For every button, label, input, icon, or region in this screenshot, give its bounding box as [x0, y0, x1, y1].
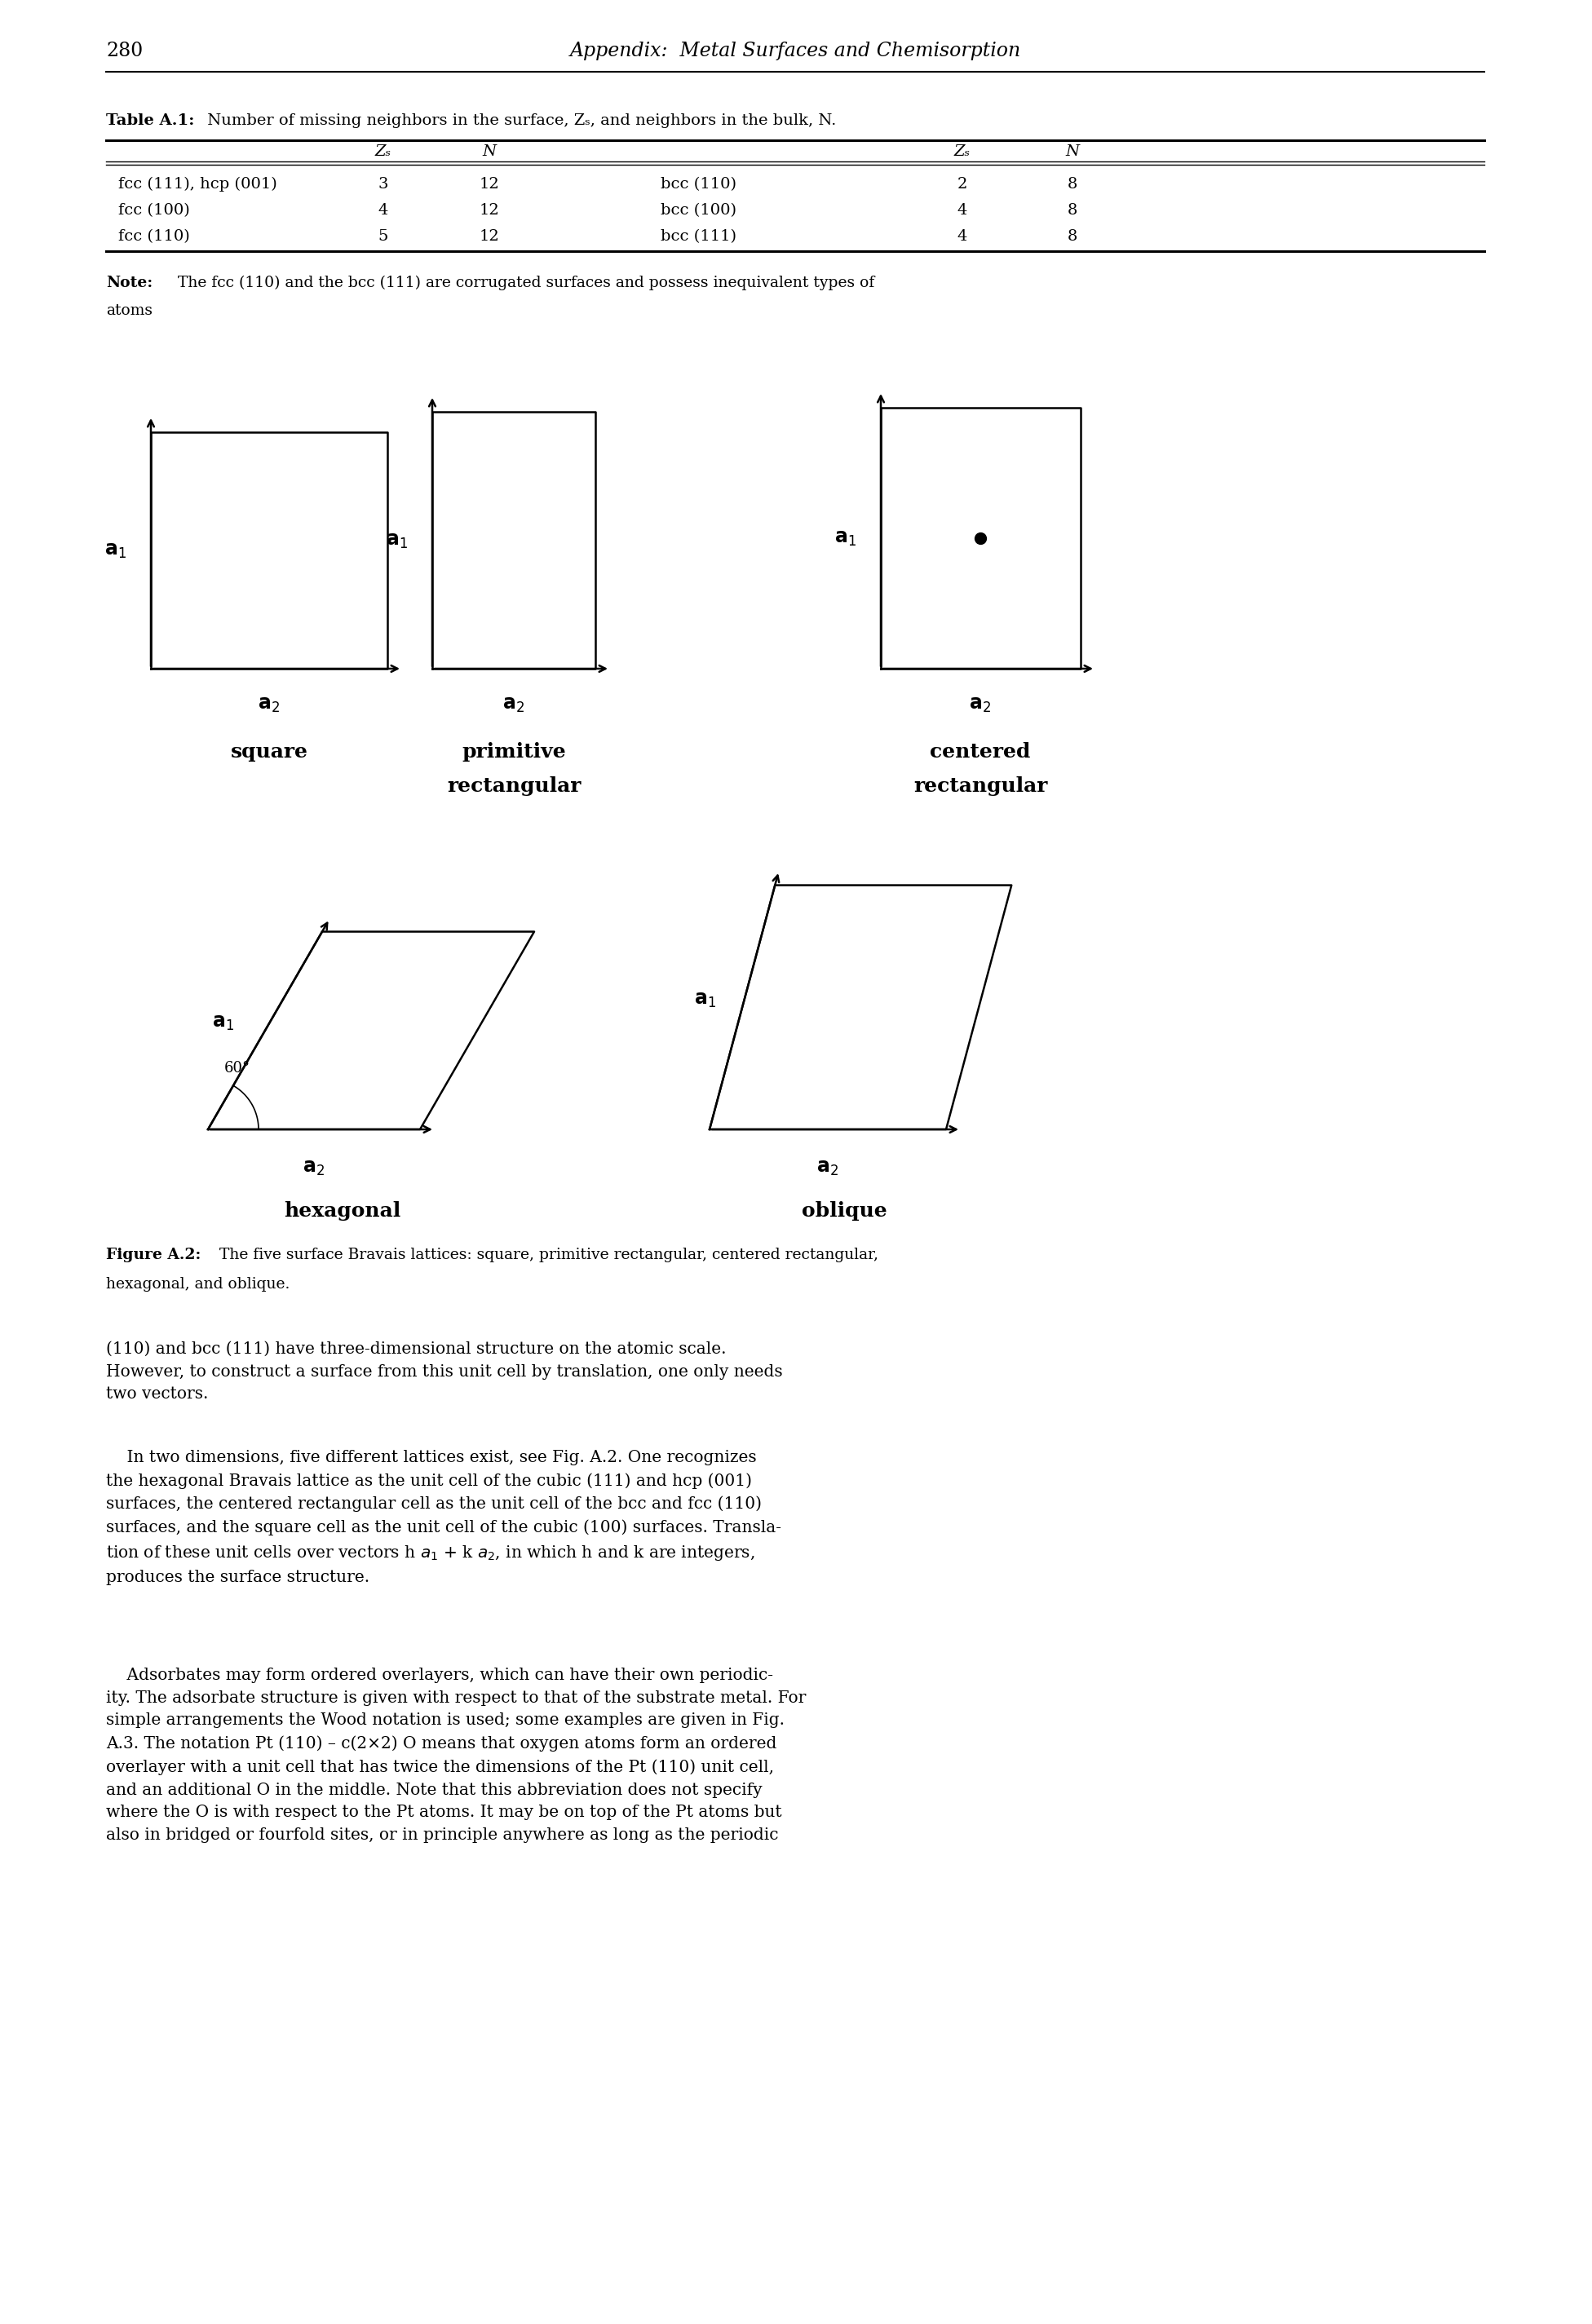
Text: 280: 280	[107, 42, 143, 60]
Text: $\mathbf{a}_2$: $\mathbf{a}_2$	[970, 695, 992, 713]
Text: $\mathbf{a}_2$: $\mathbf{a}_2$	[302, 1157, 325, 1178]
Text: Number of missing neighbors in the surface, Zₛ, and neighbors in the bulk, N.: Number of missing neighbors in the surfa…	[202, 114, 836, 128]
Text: $\mathbf{a}_1$: $\mathbf{a}_1$	[834, 528, 856, 548]
Text: primitive: primitive	[462, 741, 565, 762]
Text: $\mathbf{a}_1$: $\mathbf{a}_1$	[694, 990, 716, 1009]
Text: bcc (100): bcc (100)	[661, 202, 737, 218]
Text: bcc (111): bcc (111)	[661, 230, 737, 244]
Text: 8: 8	[1067, 230, 1078, 244]
Text: Table A.1:: Table A.1:	[107, 114, 194, 128]
Text: Appendix:  Metal Surfaces and Chemisorption: Appendix: Metal Surfaces and Chemisorpti…	[570, 42, 1020, 60]
Text: fcc (110): fcc (110)	[118, 230, 189, 244]
Text: hexagonal, and oblique.: hexagonal, and oblique.	[107, 1276, 290, 1292]
Text: $\mathbf{a}_1$: $\mathbf{a}_1$	[105, 541, 126, 560]
Text: 8: 8	[1067, 202, 1078, 218]
Text: rectangular: rectangular	[914, 776, 1048, 795]
Text: 4: 4	[957, 202, 968, 218]
Text: centered: centered	[930, 741, 1030, 762]
Text: Figure A.2:: Figure A.2:	[107, 1248, 201, 1262]
Text: square: square	[231, 741, 307, 762]
Text: $\mathbf{a}_2$: $\mathbf{a}_2$	[817, 1157, 839, 1178]
Text: 60°: 60°	[224, 1060, 250, 1076]
Text: 12: 12	[479, 230, 500, 244]
Text: bcc (110): bcc (110)	[661, 177, 737, 191]
Text: 12: 12	[479, 177, 500, 191]
Text: 4: 4	[379, 202, 388, 218]
Text: (110) and bcc (111) have three-dimensional structure on the atomic scale.
Howeve: (110) and bcc (111) have three-dimension…	[107, 1341, 783, 1401]
Text: 2: 2	[957, 177, 968, 191]
Text: Zₛ: Zₛ	[376, 144, 392, 158]
Text: The fcc (110) and the bcc (111) are corrugated surfaces and possess inequivalent: The fcc (110) and the bcc (111) are corr…	[178, 277, 874, 290]
Text: atoms: atoms	[107, 304, 153, 318]
Text: N: N	[1065, 144, 1079, 158]
Text: $\mathbf{a}_1$: $\mathbf{a}_1$	[212, 1013, 234, 1032]
Text: fcc (100): fcc (100)	[118, 202, 189, 218]
Text: rectangular: rectangular	[447, 776, 581, 795]
Text: Zₛ: Zₛ	[954, 144, 971, 158]
Text: 8: 8	[1067, 177, 1078, 191]
Text: $\mathbf{a}_2$: $\mathbf{a}_2$	[258, 695, 280, 713]
Text: Adsorbates may form ordered overlayers, which can have their own periodic-
ity. : Adsorbates may form ordered overlayers, …	[107, 1669, 806, 1843]
Text: Note:: Note:	[107, 277, 153, 290]
Text: 12: 12	[479, 202, 500, 218]
Text: $\mathbf{a}_2$: $\mathbf{a}_2$	[503, 695, 525, 713]
Text: hexagonal: hexagonal	[283, 1202, 401, 1220]
Text: oblique: oblique	[801, 1202, 887, 1220]
Text: $\mathbf{a}_1$: $\mathbf{a}_1$	[385, 530, 408, 551]
Text: In two dimensions, five different lattices exist, see Fig. A.2. One recognizes
t: In two dimensions, five different lattic…	[107, 1450, 782, 1585]
Text: 4: 4	[957, 230, 968, 244]
Text: 5: 5	[379, 230, 388, 244]
Text: fcc (111), hcp (001): fcc (111), hcp (001)	[118, 177, 277, 193]
Text: 3: 3	[379, 177, 388, 191]
Text: The five surface Bravais lattices: square, primitive rectangular, centered recta: The five surface Bravais lattices: squar…	[215, 1248, 879, 1262]
Text: N: N	[482, 144, 497, 158]
